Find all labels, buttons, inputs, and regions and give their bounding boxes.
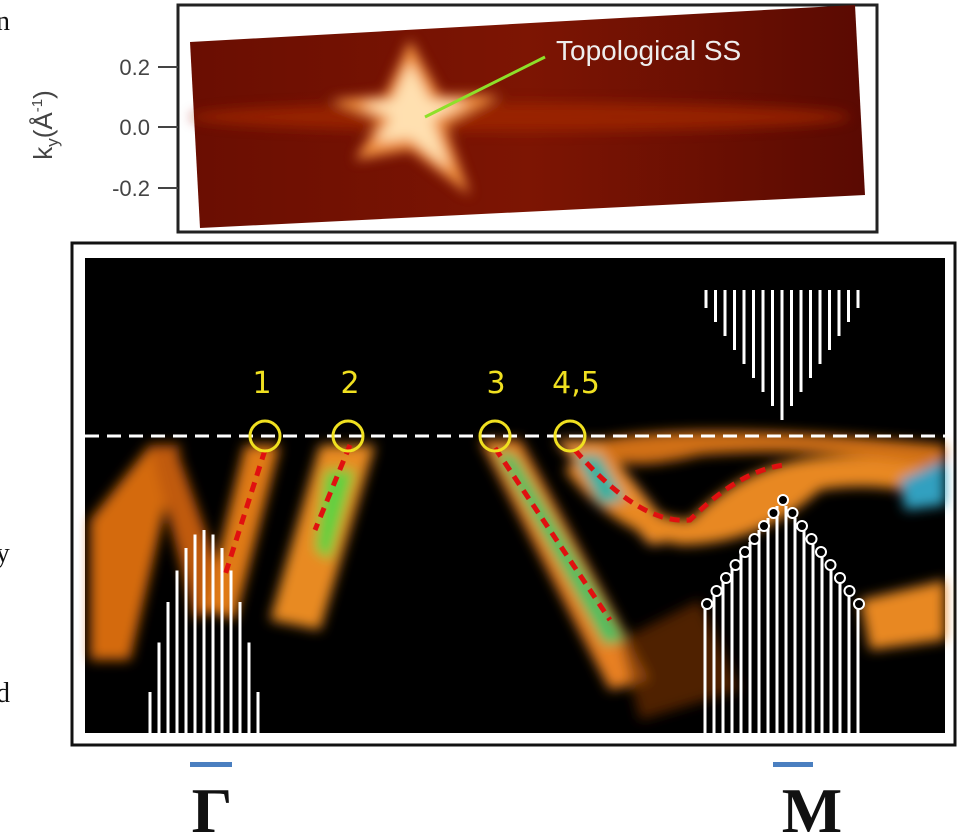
y-tick-label: 0.0 [119,115,150,140]
crossing-label: 4,5 [552,366,600,401]
crossing-label: 3 [486,366,505,401]
label-part: k [28,146,58,160]
label-part: ) [28,90,58,99]
decor [796,520,808,532]
crossing-label: 2 [340,366,359,401]
decor [805,533,818,545]
margin-text: ly [0,538,10,569]
decor [824,559,837,571]
decor [758,520,770,532]
label-part: y [43,138,62,147]
margin-text: n [0,6,10,37]
bands [90,431,945,720]
decor [720,572,732,584]
point-bar [773,762,813,767]
spectra [148,290,860,733]
decor [853,598,865,610]
y-axis-label: ky(Å-1) [28,90,62,160]
decor [843,585,856,597]
y-tick-label: 0.2 [119,55,150,80]
crossing-circles [248,419,587,453]
dispersion-points [701,494,865,610]
point-bar [190,762,232,767]
decor [834,572,846,584]
fits [222,444,786,622]
annotation: Topological SS [556,35,741,66]
decor [767,507,780,519]
label-part: (Å [28,112,58,139]
fermi-surface [190,40,850,195]
point-label: M [782,775,842,836]
y-tick-label: -0.2 [112,176,150,201]
y-ticks: 0.2 0.0 -0.2 [112,55,178,201]
decor [777,494,789,506]
decor [815,546,827,558]
label-part: -1 [29,99,46,112]
decor [739,546,751,558]
decor [710,585,723,597]
decor [786,507,799,519]
annotation-arrow [424,55,546,119]
decor [729,559,742,571]
margin-text: d [0,678,10,709]
decor [701,598,713,610]
crossing-label: 1 [252,366,271,401]
point-label: Γ [192,775,233,836]
decor [748,533,761,545]
